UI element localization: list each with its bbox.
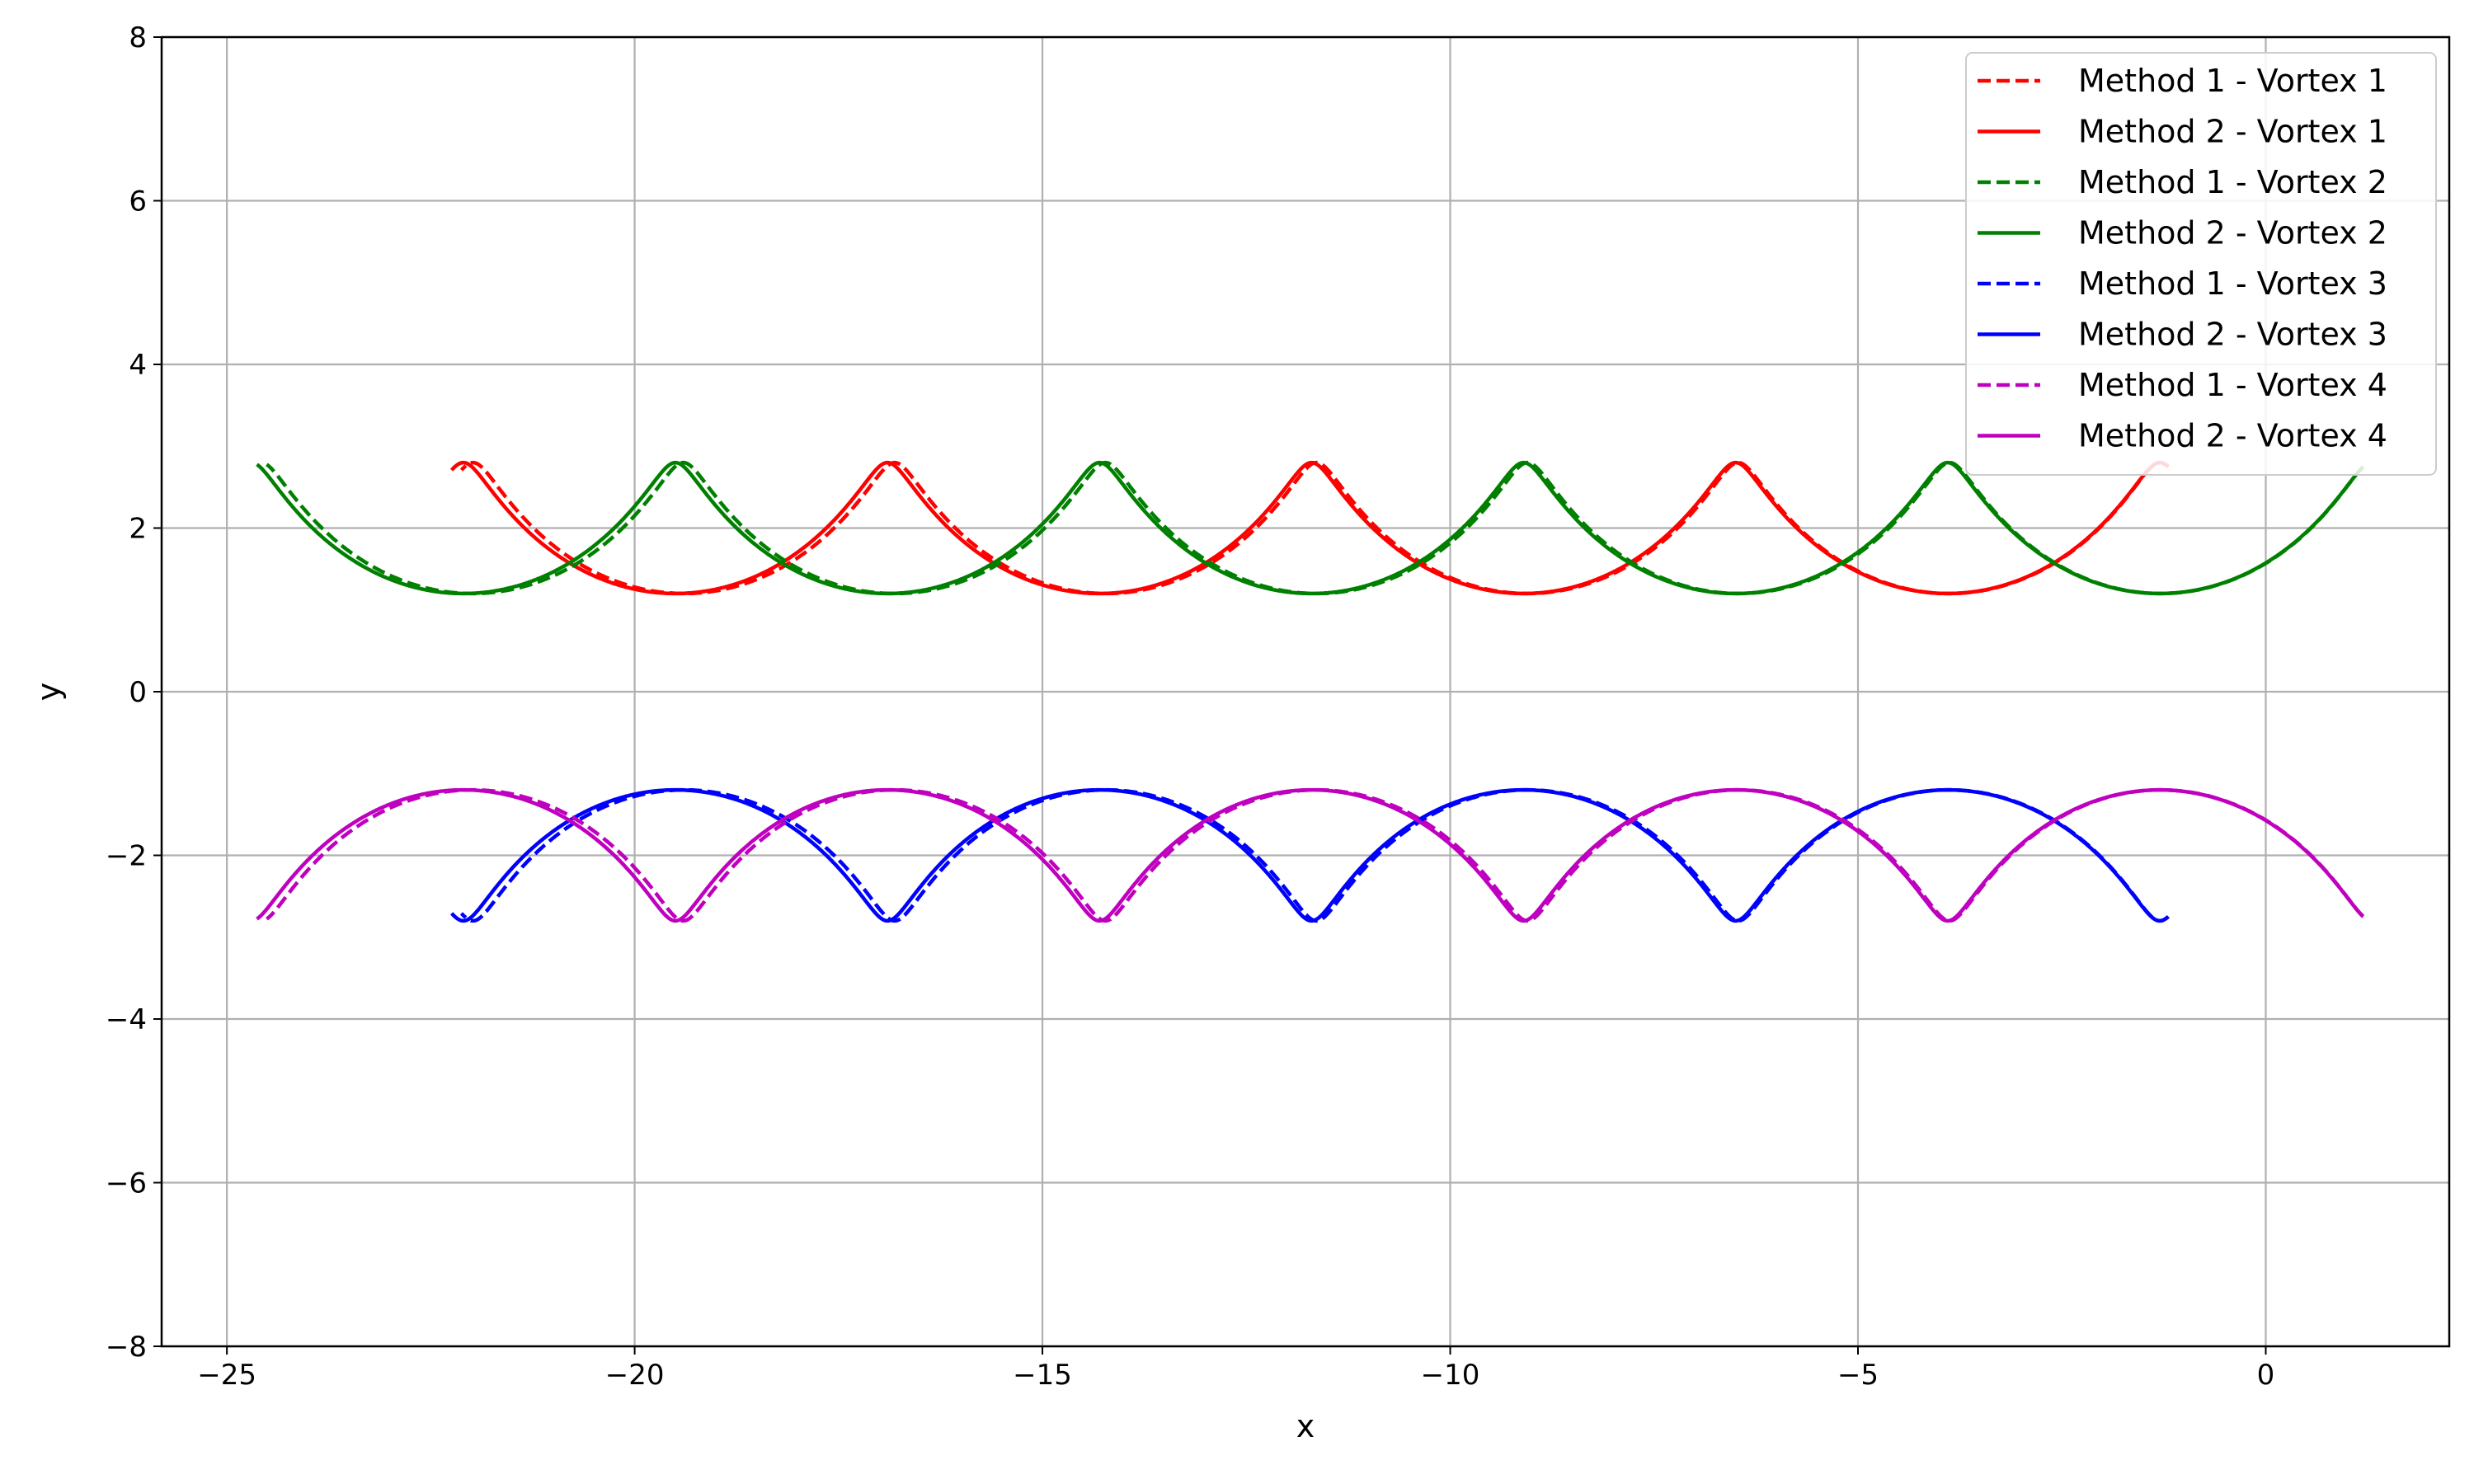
legend-label: Method 2 - Vortex 2 [2078, 215, 2387, 251]
x-tick-label: −25 [197, 1359, 256, 1392]
x-tick-label: −5 [1837, 1359, 1879, 1392]
legend-box [1965, 52, 2437, 476]
y-tick-label: 8 [129, 21, 147, 54]
x-tick-label: −15 [1013, 1359, 1072, 1392]
y-tick-label: −4 [106, 1003, 147, 1036]
y-tick-label: 6 [129, 186, 147, 218]
legend: Method 1 - Vortex 1 Method 2 - Vortex 1 Me… [1965, 52, 2437, 476]
x-tick-label: 0 [2257, 1359, 2275, 1392]
y-tick-label: −8 [106, 1331, 147, 1364]
x-axis-label: x [1296, 1408, 1315, 1444]
y-tick-label: −2 [106, 840, 147, 873]
y-tick-label: 4 [129, 349, 147, 382]
series-line-2 [449, 460, 2171, 596]
series-line-4 [255, 460, 2365, 596]
legend-label: Method 1 - Vortex 4 [2078, 367, 2387, 403]
y-tick-label: 0 [129, 676, 147, 709]
series-line-6 [449, 787, 2171, 923]
plot-lines [255, 460, 2365, 923]
x-tick-label: −20 [605, 1359, 665, 1392]
legend-label: Method 2 - Vortex 1 [2078, 114, 2387, 150]
y-tick-label: 2 [129, 513, 147, 546]
x-tick-label: −10 [1421, 1359, 1480, 1392]
y-axis-label: y [31, 683, 67, 702]
legend-label: Method 1 - Vortex 1 [2078, 63, 2387, 99]
series-line-8 [255, 787, 2365, 923]
y-tick-label: −6 [106, 1167, 147, 1200]
legend-label: Method 1 - Vortex 3 [2078, 265, 2387, 302]
legend-label: Method 1 - Vortex 2 [2078, 164, 2387, 200]
legend-label: Method 2 - Vortex 4 [2078, 418, 2387, 454]
legend-label: Method 2 - Vortex 3 [2078, 317, 2387, 353]
